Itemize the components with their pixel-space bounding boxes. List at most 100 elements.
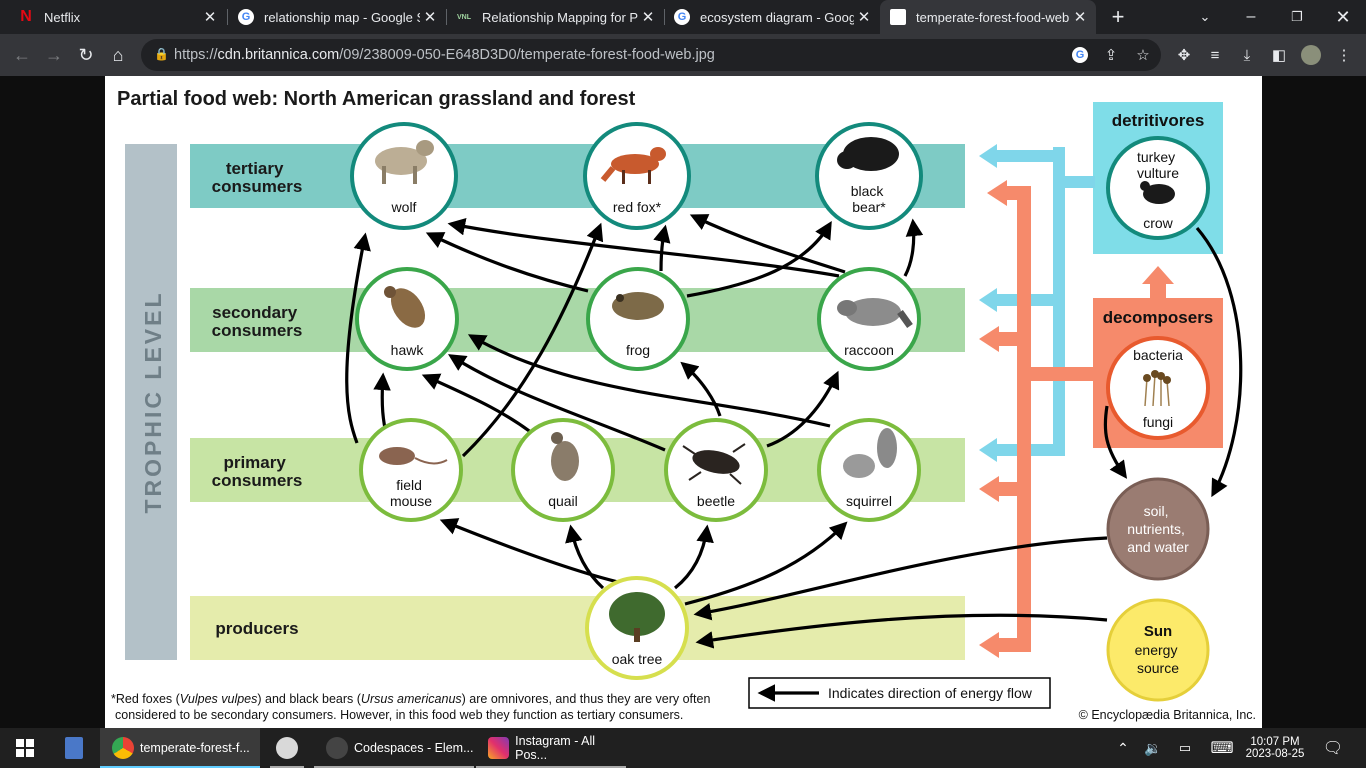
google-lens-icon[interactable]: G bbox=[1069, 44, 1091, 66]
arrow-raccoon-to-bear bbox=[903, 218, 924, 277]
taskbar: temperate-forest-f... Codespaces - Elem.… bbox=[0, 728, 1366, 768]
close-icon[interactable]: ✕ bbox=[641, 9, 655, 26]
side-panel-icon[interactable]: ◧ bbox=[1271, 47, 1287, 64]
energy-flow-arrows bbox=[345, 214, 1243, 649]
menu-icon[interactable]: ⋮ bbox=[1336, 47, 1352, 64]
close-window-button[interactable]: ✕ bbox=[1335, 6, 1351, 27]
taskbar-chrome[interactable]: temperate-forest-f... bbox=[100, 728, 260, 768]
tertiary-label: tertiary consumers bbox=[212, 159, 303, 196]
tab-title: Netflix bbox=[44, 9, 81, 25]
back-button[interactable]: ← bbox=[13, 44, 31, 65]
hawk-label: hawk bbox=[391, 342, 425, 358]
food-web-diagram: Partial food web: North American grassla… bbox=[111, 88, 1256, 722]
bookmark-star-icon[interactable]: ☆ bbox=[1136, 47, 1150, 64]
frog-label: frog bbox=[626, 342, 650, 358]
lock-icon[interactable]: 🔒 bbox=[154, 47, 169, 61]
volume-icon[interactable]: 🔉 bbox=[1144, 739, 1162, 756]
quail-label: quail bbox=[548, 493, 578, 509]
legend-label: Indicates direction of energy flow bbox=[828, 685, 1033, 701]
download-icon[interactable]: ⤓ bbox=[1243, 46, 1251, 64]
taskbar-label: temperate-forest-f... bbox=[140, 741, 250, 755]
soil-label: soil, nutrients, and water bbox=[1127, 503, 1189, 555]
taskbar-instagram[interactable]: Instagram - All Pos... bbox=[476, 728, 626, 768]
primary-label: primary consumers bbox=[212, 453, 303, 490]
tab-title: relationship map - Google Se bbox=[264, 9, 420, 25]
codespaces-icon bbox=[326, 737, 348, 759]
node-wolf: wolf bbox=[350, 122, 458, 230]
squirrel-label: squirrel bbox=[846, 493, 892, 509]
bacteria-label: bacteria bbox=[1133, 347, 1183, 363]
restore-button[interactable]: ❐ bbox=[1291, 9, 1303, 24]
detritivores-label: detritivores bbox=[1112, 111, 1205, 130]
tab-search-icon[interactable]: ⌄ bbox=[1199, 9, 1211, 24]
wolf-label: wolf bbox=[391, 199, 417, 215]
arrow-beetle-to-raccoon bbox=[766, 370, 840, 448]
node-hawk: hawk bbox=[355, 267, 459, 371]
tab-strip: N Netflix ✕ G relationship map - Google … bbox=[0, 0, 1366, 34]
field-mouse-label: field mouse bbox=[390, 477, 432, 509]
new-tab-button[interactable]: + bbox=[1111, 4, 1125, 29]
home-button[interactable]: ⌂ bbox=[112, 44, 124, 65]
clock-time: 10:07 PM bbox=[1250, 736, 1300, 748]
arrow-beetle-to-frog bbox=[680, 361, 722, 417]
node-field-mouse: field mouse bbox=[359, 418, 463, 522]
extensions-icon[interactable]: ✥ bbox=[1177, 47, 1191, 64]
start-button[interactable] bbox=[0, 728, 50, 768]
arrow-frog-to-fox bbox=[653, 224, 671, 272]
arrow-vulture-to-soil bbox=[1195, 226, 1243, 498]
arrow-fungi-to-soil bbox=[1103, 405, 1128, 479]
arrow-beetle-to-hawk bbox=[448, 354, 666, 452]
trophic-axis-bar bbox=[125, 144, 177, 660]
taskbar-label: Codespaces - Elem... bbox=[354, 741, 474, 755]
share-icon[interactable]: ⇪ bbox=[1104, 47, 1118, 64]
chrome-icon bbox=[112, 737, 134, 759]
producer-band bbox=[190, 596, 965, 660]
arrow-oak-to-quail bbox=[565, 524, 605, 590]
trophic-axis-label: TROPHIC LEVEL bbox=[140, 290, 166, 513]
tab-relationship-mapping[interactable]: VNL Relationship Mapping for Pu ✕ bbox=[446, 0, 664, 34]
secondary-label: secondary consumers bbox=[212, 303, 303, 340]
node-bacteria-fungi: bacteria fungi bbox=[1106, 336, 1210, 440]
taskbar-snipping-tool[interactable] bbox=[262, 728, 312, 768]
url-text[interactable]: https://cdn.britannica.com/09/238009-050… bbox=[174, 47, 715, 63]
close-icon[interactable]: ✕ bbox=[423, 9, 437, 26]
tab-netflix[interactable]: N Netflix ✕ bbox=[8, 0, 226, 34]
taskbar-codespaces[interactable]: Codespaces - Elem... bbox=[314, 728, 474, 768]
oak-tree-label: oak tree bbox=[612, 651, 663, 667]
tab-title: ecosystem diagram - Google bbox=[700, 9, 854, 25]
close-icon[interactable]: ✕ bbox=[1073, 9, 1087, 26]
browser-toolbar: ← → ↻ ⌂ 🔒 https://cdn.britannica.com/09/… bbox=[0, 34, 1366, 76]
netflix-icon: N bbox=[20, 8, 32, 25]
tab-separator bbox=[664, 9, 665, 25]
black-bear-label: black bear* bbox=[851, 183, 888, 215]
arrow-squirrel-to-hawk bbox=[467, 334, 831, 428]
avatar[interactable] bbox=[1300, 44, 1322, 66]
clock[interactable]: 10:07 PM 2023-08-25 bbox=[1242, 728, 1308, 768]
producers-label: producers bbox=[215, 619, 298, 638]
calculator-button[interactable] bbox=[50, 728, 98, 768]
address-bar[interactable]: 🔒 https://cdn.britannica.com/09/238009-0… bbox=[141, 39, 1161, 71]
tab-title: Relationship Mapping for Pu bbox=[482, 9, 638, 25]
show-hidden-icons[interactable]: ⌃ bbox=[1117, 739, 1129, 756]
notifications-icon[interactable]: 🗨 bbox=[1322, 740, 1344, 757]
battery-icon[interactable]: ▭ bbox=[1178, 740, 1192, 755]
tab-relationship-map[interactable]: G relationship map - Google Se ✕ bbox=[228, 0, 446, 34]
beetle-label: beetle bbox=[697, 493, 735, 509]
crow-label: crow bbox=[1143, 215, 1173, 231]
tab-separator bbox=[446, 9, 447, 25]
close-icon[interactable]: ✕ bbox=[857, 9, 871, 26]
arrow-mouse-to-wolf bbox=[345, 232, 371, 444]
minimize-button[interactable]: – bbox=[1246, 8, 1256, 25]
forward-button[interactable]: → bbox=[45, 44, 63, 65]
keyboard-icon[interactable]: ⌨ bbox=[1210, 740, 1234, 757]
tab-ecosystem-diagram[interactable]: G ecosystem diagram - Google ✕ bbox=[664, 0, 880, 34]
close-icon[interactable]: ✕ bbox=[203, 9, 217, 26]
media-icon[interactable]: ≡ bbox=[1210, 46, 1220, 64]
calculator-icon bbox=[65, 737, 83, 759]
decomposer-to-detritivore-arrow bbox=[1142, 266, 1174, 298]
reload-button[interactable]: ↻ bbox=[78, 44, 94, 65]
arrow-raccoon-to-fox bbox=[689, 214, 846, 274]
node-vulture-crow: turkey vulture crow bbox=[1106, 136, 1210, 240]
node-sun: Sun energy source bbox=[1106, 598, 1210, 702]
tab-temperate-forest-food-web[interactable]: temperate-forest-food-web.j ✕ bbox=[880, 0, 1096, 34]
